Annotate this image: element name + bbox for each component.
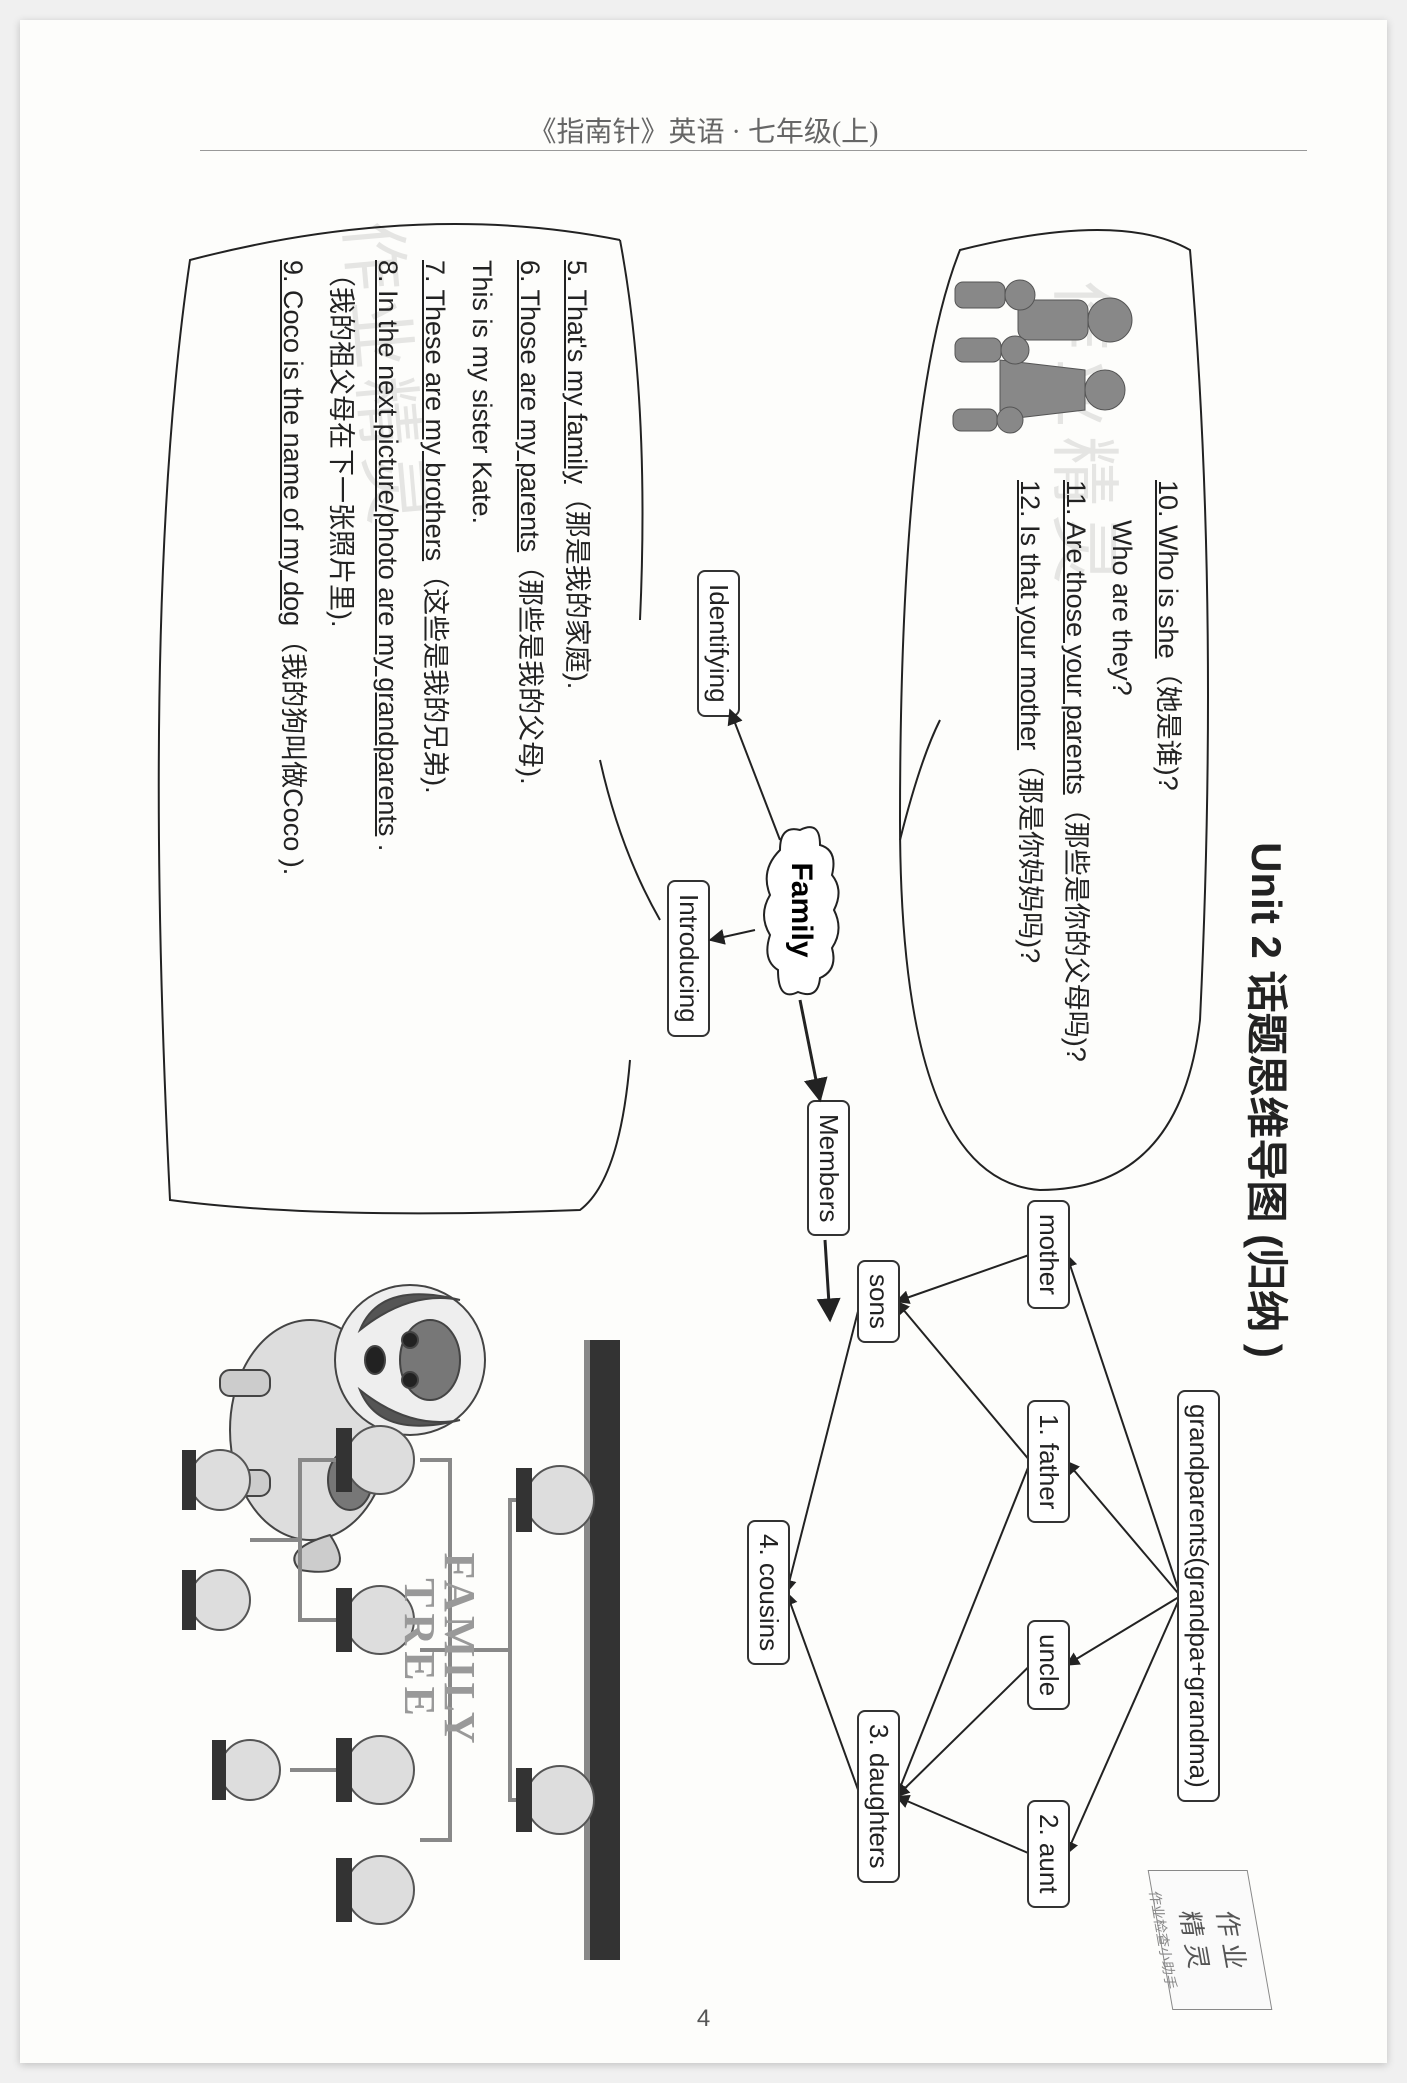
identifying-node: Identifying: [697, 570, 740, 717]
page-header: 《指南针》英语 · 七年级(上): [20, 110, 1387, 150]
tree-node-uncle: uncle: [1027, 1620, 1070, 1710]
introducing-block: 5. That's my family（那是我的家庭). 6. Those ar…: [269, 260, 600, 1200]
family-tree-graphic: FAMILY TREE: [160, 1340, 620, 1960]
l8b: （我的祖父母在下一张照片里).: [317, 260, 364, 1200]
q11: 11. Are those your parents: [1061, 480, 1091, 795]
tree-node-daughters: 3. daughters: [857, 1710, 900, 1883]
l9: 9. Coco is the name of my dog: [279, 260, 309, 626]
center-label: Family: [784, 820, 818, 1000]
svg-text:TREE: TREE: [395, 1578, 444, 1722]
tree-node-sons: sons: [857, 1260, 900, 1343]
family-cloud: Family: [760, 820, 840, 1000]
q12-cn: （那是你妈妈吗)?: [1015, 750, 1045, 963]
identifying-questions: 10. Who is she（她是谁)? Who are they? 11. A…: [1006, 480, 1190, 1120]
q11-cn: （那些是你的父母吗)?: [1061, 795, 1091, 1062]
q10: 10. Who is she: [1153, 480, 1183, 659]
introducing-node: Introducing: [667, 880, 710, 1037]
tree-node-grandparents: grandparents(grandpa+grandma): [1177, 1390, 1220, 1802]
l6: 6. Those are my parents: [515, 260, 545, 552]
q12: 12. Is that your mother: [1015, 480, 1045, 750]
family-tree-diagram: grandparents(grandpa+grandma) mother 1. fa…: [660, 1200, 1220, 1980]
tree-node-aunt: 2. aunt: [1027, 1800, 1070, 1908]
content-area: Unit 2 话题思维导图 (归纳 ) 作业精灵 作业精灵 作 业 精 灵 作业…: [120, 200, 1320, 2000]
page-number: 4: [20, 2005, 1387, 2033]
page: 《指南针》英语 · 七年级(上) Unit 2 话题思维导图 (归纳 ) 作业精…: [20, 20, 1387, 2063]
l7: 7. These are my brothers: [420, 260, 450, 561]
unit-title: Unit 2 话题思维导图 (归纳 ): [1239, 200, 1300, 2000]
l6-cn: （那些是我的父母).: [515, 552, 545, 785]
l8a: 8. In the next picture/photo are my gran…: [373, 260, 403, 836]
q-who: Who are they?: [1098, 520, 1144, 1120]
l9-cn: （我的狗叫做Coco ).: [279, 626, 309, 875]
l5: 5. That's my family: [562, 260, 592, 484]
l7-cn: （这些是我的兄弟).: [420, 561, 450, 794]
tree-node-father: 1. father: [1027, 1400, 1070, 1523]
tree-arrows: [660, 1200, 1220, 1980]
l-sis: This is my sister Kate.: [458, 260, 505, 1200]
family-illustration: [930, 260, 1150, 460]
rotated-content: Unit 2 话题思维导图 (归纳 ) 作业精灵 作业精灵 作 业 精 灵 作业…: [120, 200, 1320, 2000]
tree-node-mother: mother: [1027, 1200, 1070, 1309]
l5-cn: （那是我的家庭).: [562, 484, 592, 690]
q10-cn: （她是谁)?: [1153, 659, 1183, 791]
tree-node-cousins: 4. cousins: [747, 1520, 790, 1665]
header-rule: [200, 150, 1307, 151]
